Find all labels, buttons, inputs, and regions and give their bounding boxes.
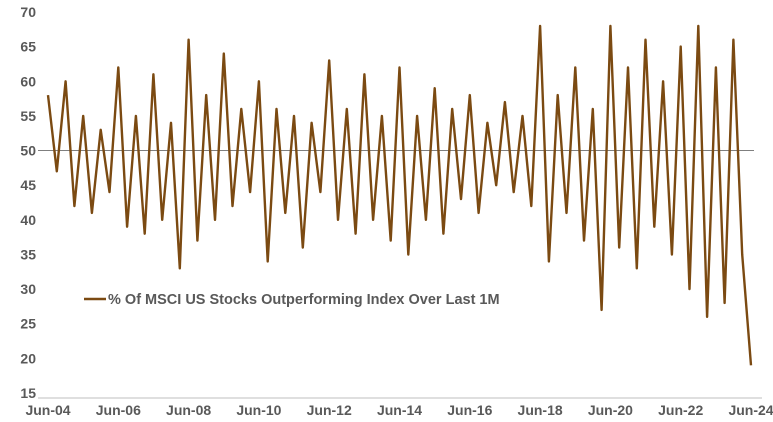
y-tick-label: 25: [20, 316, 36, 332]
y-tick-label: 30: [20, 281, 36, 297]
x-tick-label: Jun-16: [447, 402, 492, 418]
y-tick-label: 50: [20, 143, 36, 159]
y-tick-label: 60: [20, 73, 36, 89]
y-tick-label: 15: [20, 385, 36, 401]
x-tick-label: Jun-18: [518, 402, 563, 418]
x-tick-label: Jun-12: [307, 402, 352, 418]
y-tick-label: 45: [20, 177, 36, 193]
y-tick-label: 20: [20, 350, 36, 366]
x-tick-label: Jun-10: [236, 402, 281, 418]
x-tick-label: Jun-08: [166, 402, 211, 418]
y-tick-label: 35: [20, 246, 36, 262]
legend-label: % Of MSCI US Stocks Outperforming Index …: [108, 292, 500, 308]
y-axis-ticks: 15 20 25 30 35 40 45 50 55 60 65 70: [20, 4, 36, 401]
x-axis-ticks: Jun-04 Jun-06 Jun-08 Jun-10 Jun-12 Jun-14 Jun-…: [25, 402, 773, 418]
x-tick-label: Jun-20: [588, 402, 633, 418]
series-line: [46, 24, 753, 366]
y-tick-label: 55: [20, 108, 36, 124]
y-tick-label: 65: [20, 39, 36, 55]
x-tick-label: Jun-06: [96, 402, 141, 418]
x-tick-label: Jun-22: [658, 402, 703, 418]
y-tick-label: 40: [20, 212, 36, 228]
x-tick-label: Jun-04: [25, 402, 70, 418]
x-tick-label: Jun-14: [377, 402, 422, 418]
x-tick-label: Jun-24: [728, 402, 773, 418]
y-tick-label: 70: [20, 4, 36, 20]
legend: % Of MSCI US Stocks Outperforming Index …: [84, 292, 500, 308]
